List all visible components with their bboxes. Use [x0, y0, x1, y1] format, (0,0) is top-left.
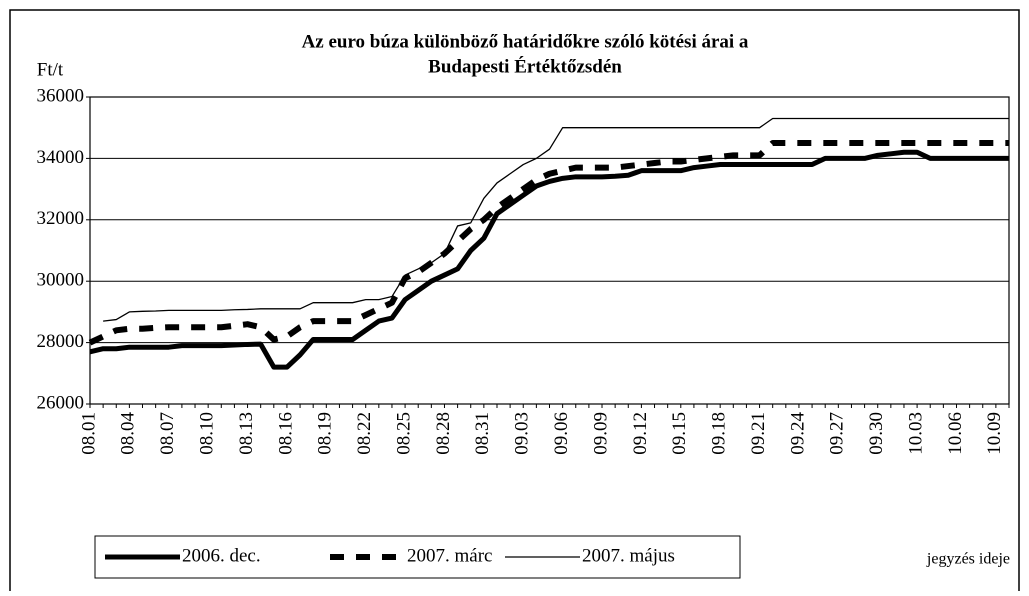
x-tick-label: 10.06 [945, 412, 966, 455]
y-axis-label: Ft/t [37, 59, 64, 80]
x-tick-label: 09.18 [709, 412, 730, 455]
legend-label: 2007. márc [407, 545, 492, 566]
x-tick-label: 08.07 [157, 412, 178, 455]
x-tick-label: 09.15 [669, 412, 690, 455]
x-tick-label: 09.27 [827, 412, 848, 455]
plot-frame [89, 96, 1010, 405]
legend-label: 2006. dec. [182, 545, 261, 566]
x-tick-label: 08.01 [78, 412, 99, 455]
x-tick-label: 09.06 [551, 412, 572, 455]
y-tick-label: 26000 [37, 392, 85, 413]
x-axis-label: jegyzés ideje [926, 551, 1010, 568]
chart-frame [9, 9, 1020, 596]
x-tick-label: 09.30 [866, 412, 887, 455]
legend-label: 2007. május [582, 545, 675, 566]
series-line [88, 140, 1009, 346]
x-tick-label: 10.03 [905, 412, 926, 455]
series-line [89, 149, 1009, 370]
x-tick-label: 08.04 [118, 412, 139, 455]
x-tick-label: 10.09 [984, 412, 1005, 455]
x-tick-label: 08.13 [236, 412, 257, 455]
x-tick-label: 08.25 [393, 412, 414, 455]
x-tick-label: 09.21 [748, 412, 769, 455]
chart-title: Az euro búza különböző határidőkre szóló… [302, 31, 749, 52]
x-tick-label: 08.19 [315, 412, 336, 455]
x-tick-label: 08.22 [354, 412, 375, 455]
x-tick-label: 08.28 [433, 412, 454, 455]
legend-box [94, 535, 741, 579]
y-tick-label: 32000 [37, 208, 85, 229]
y-tick-label: 36000 [37, 85, 85, 106]
x-tick-label: 08.31 [472, 412, 493, 455]
chart-subtitle: Budapesti Értéktőzsdén [428, 55, 622, 77]
x-tick-label: 09.12 [630, 412, 651, 455]
y-tick-label: 28000 [37, 331, 85, 352]
x-tick-label: 09.03 [512, 412, 533, 455]
y-tick-label: 30000 [37, 270, 85, 291]
x-tick-label: 09.09 [590, 412, 611, 455]
series-line [103, 117, 1009, 322]
x-tick-label: 08.16 [275, 412, 296, 455]
x-tick-label: 08.10 [197, 412, 218, 455]
y-tick-label: 34000 [37, 147, 85, 168]
x-tick-label: 09.24 [787, 412, 808, 455]
